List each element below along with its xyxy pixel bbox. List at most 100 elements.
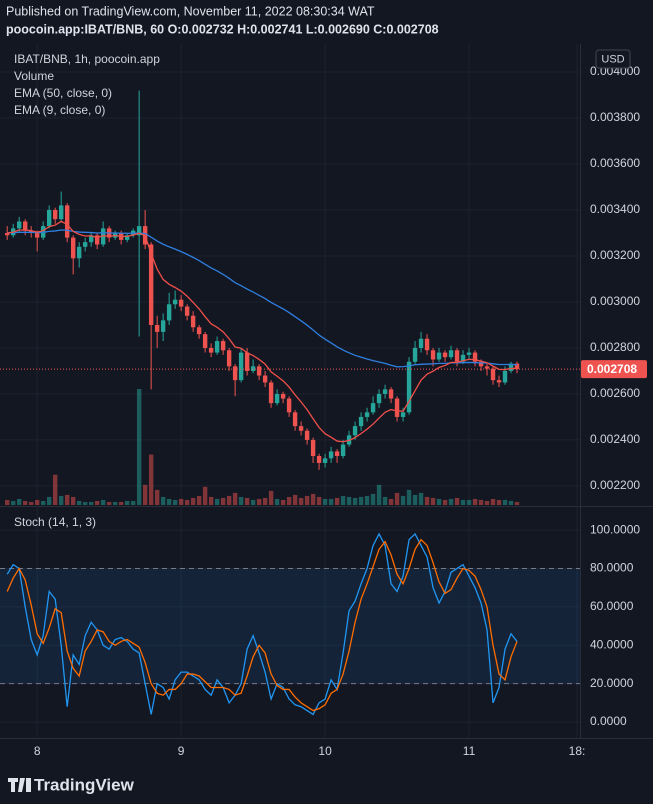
candle-body: [52, 210, 58, 220]
candle-body: [370, 403, 376, 413]
candle-body: [124, 235, 130, 240]
candle-body: [454, 350, 460, 362]
volume-bar: [178, 498, 184, 505]
candle-body: [76, 246, 82, 259]
volume-bar: [460, 499, 466, 505]
volume-bar: [352, 497, 358, 505]
last-price-label: 0.002708: [587, 362, 637, 376]
candle-body: [328, 451, 334, 459]
logo-icon: [8, 778, 31, 792]
candle-body: [490, 368, 496, 381]
volume-bar: [484, 500, 490, 505]
volume-bar: [514, 501, 520, 505]
currency-box[interactable]: [595, 49, 631, 69]
candle-body: [268, 382, 274, 404]
volume-bar: [454, 497, 460, 505]
volume-bar: [298, 497, 304, 505]
volume-bar: [52, 474, 58, 505]
candle-body: [250, 366, 256, 371]
candle-body: [172, 299, 178, 305]
volume-bar: [112, 501, 118, 505]
y-tick-label: 0.002800: [590, 340, 640, 354]
stoch-line: [6, 538, 518, 712]
candle-body: [160, 320, 166, 332]
volume-bar: [94, 500, 100, 505]
candle-body: [424, 338, 430, 351]
volume-bar: [172, 499, 178, 505]
volume-bar: [508, 500, 514, 505]
candle-body: [496, 380, 502, 383]
candle-body: [394, 398, 400, 417]
volume-bar: [46, 496, 52, 505]
volume-bar: [358, 496, 364, 505]
x-tick-label: 8: [34, 744, 41, 758]
ema9-legend: EMA (9, close, 0): [14, 103, 105, 117]
volume-bar: [16, 498, 22, 505]
x-tick-label: 9: [178, 744, 185, 758]
volume-bar: [400, 495, 406, 505]
candle-body: [406, 361, 412, 413]
volume-bar: [214, 498, 220, 505]
candle-body: [508, 363, 514, 371]
candle-body: [232, 366, 238, 381]
y-tick-label: 0.003800: [590, 110, 640, 124]
volume-bar: [472, 498, 478, 505]
candle-body: [280, 393, 286, 399]
candle-body: [430, 350, 436, 360]
candle-body: [244, 352, 250, 371]
volume-bar: [388, 498, 394, 505]
candle-body: [340, 444, 346, 457]
candle-body: [190, 315, 196, 328]
candle-body: [58, 205, 64, 220]
candle-body: [412, 347, 418, 362]
volume-bar: [376, 484, 382, 505]
volume-bar: [322, 498, 328, 505]
y-tick-label: 0.0000: [590, 714, 627, 728]
symbol-line: poocoin.app:IBAT/BNB, 60 O:0.002732 H:0.…: [6, 22, 439, 36]
candle-body: [4, 232, 10, 236]
candle-body: [286, 398, 292, 413]
y-tick-label: 0.003600: [590, 156, 640, 170]
volume-bar: [364, 495, 370, 505]
candle-body: [226, 350, 232, 367]
candle-body: [292, 412, 298, 427]
volume-bar: [58, 495, 64, 505]
y-tick-label: 0.002200: [590, 478, 640, 492]
volume-bar: [10, 500, 16, 505]
candle-body: [334, 451, 340, 457]
volume-bar: [106, 501, 112, 505]
candle-body: [154, 324, 160, 332]
volume-bar: [262, 497, 268, 505]
candle-body: [358, 416, 364, 427]
candle-body: [310, 439, 316, 457]
y-tick-label: 0.003200: [590, 248, 640, 262]
candle-body: [100, 228, 106, 245]
candle-body: [64, 205, 70, 238]
x-tick-label: 11: [463, 744, 476, 758]
y-tick-label: 20.0000: [590, 676, 634, 690]
logo[interactable]: TradingView: [34, 775, 135, 794]
candle-body: [22, 221, 28, 231]
volume-bar: [442, 499, 448, 505]
volume-bar: [424, 496, 430, 505]
ema50-legend: EMA (50, close, 0): [14, 86, 112, 100]
volume-bar: [394, 492, 400, 505]
volume-bar: [40, 500, 46, 505]
candle-body: [208, 347, 214, 353]
candle-body: [274, 393, 280, 404]
candle-body: [178, 299, 184, 307]
volume-bar: [64, 494, 70, 505]
currency: USD: [601, 53, 624, 65]
candle-body: [514, 363, 520, 370]
x-tick-label: 10: [318, 744, 332, 758]
x-tick-label: 18:: [569, 744, 586, 758]
volume-bar: [406, 489, 412, 505]
candle-body: [418, 338, 424, 348]
volume-bar: [466, 499, 472, 505]
last-price-badge: [581, 360, 647, 379]
volume-bar: [256, 498, 262, 505]
candle-body: [460, 354, 466, 362]
volume-bar: [22, 500, 28, 505]
volume-bar: [70, 496, 76, 505]
